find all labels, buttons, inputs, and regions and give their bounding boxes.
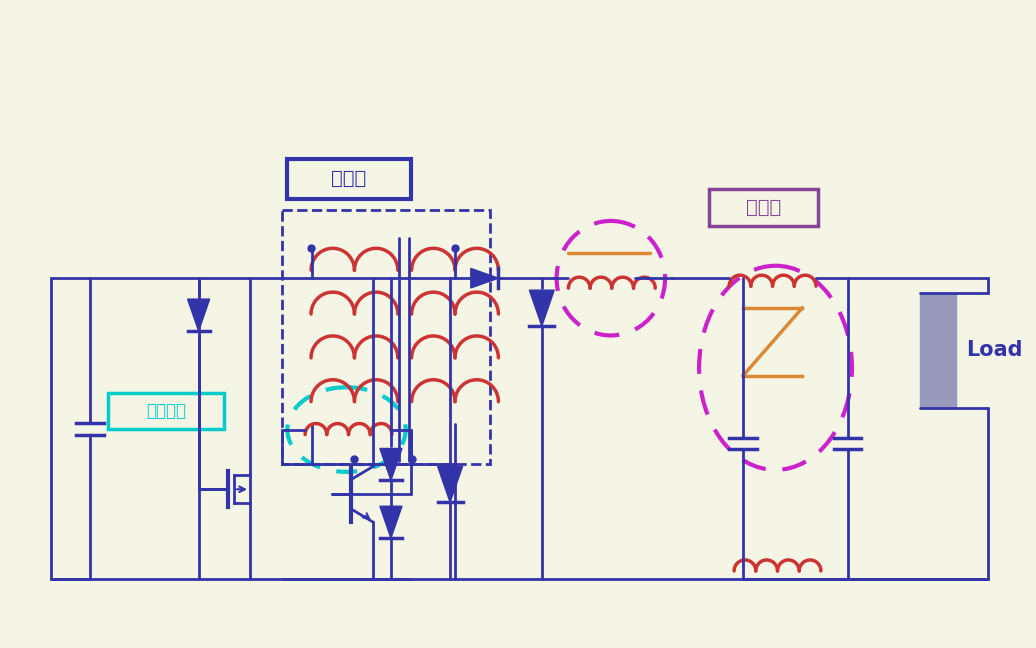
Bar xyxy=(710,189,818,226)
Polygon shape xyxy=(470,268,498,288)
Polygon shape xyxy=(380,506,402,538)
Polygon shape xyxy=(437,467,462,502)
Polygon shape xyxy=(529,290,554,326)
Text: 谐振电感: 谐振电感 xyxy=(146,402,186,420)
Bar xyxy=(283,211,490,465)
Polygon shape xyxy=(380,448,402,480)
Text: 变压器: 变压器 xyxy=(332,169,367,188)
Text: 拼流圈: 拼流圈 xyxy=(746,198,781,217)
Bar xyxy=(287,159,410,198)
Bar xyxy=(108,393,224,428)
Text: Load: Load xyxy=(966,340,1023,360)
Polygon shape xyxy=(188,299,209,331)
Bar xyxy=(921,293,956,408)
